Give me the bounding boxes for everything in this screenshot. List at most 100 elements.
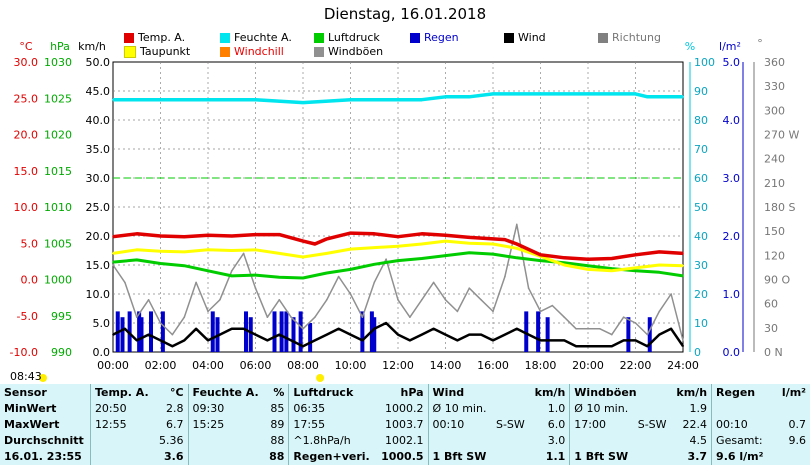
tick-label-time: 12:00 <box>382 359 414 372</box>
data-point <box>587 345 589 348</box>
data-point <box>504 275 506 278</box>
legend-swatch <box>504 32 514 43</box>
stats-header: Sensor <box>4 385 47 399</box>
data-point <box>278 252 281 255</box>
stats-header: % <box>273 385 285 399</box>
tick-label-temp: 5.0 <box>21 237 39 250</box>
data-point <box>444 240 447 242</box>
legend-swatch <box>220 46 230 57</box>
tick-label-temp: 25.0 <box>14 92 39 105</box>
data-point <box>112 264 114 266</box>
axis-label-direction: ° <box>757 37 763 50</box>
stats-cell <box>569 432 634 449</box>
data-point <box>682 339 684 342</box>
stats-cell: 1.1 <box>545 450 566 464</box>
tick-label-rain: 5.0 <box>723 56 741 69</box>
data-point <box>456 339 459 342</box>
data-point <box>658 310 661 313</box>
data-point <box>314 243 316 245</box>
tick-label-humidity: 60 <box>694 172 708 185</box>
rain-bar <box>536 311 541 352</box>
stats-cell: Gesamt: <box>711 432 769 449</box>
data-point <box>610 270 613 272</box>
legend-swatch <box>598 32 608 43</box>
current-time-label: 08:43 <box>10 370 42 383</box>
legend-swatch <box>220 32 230 43</box>
data-point <box>492 310 494 313</box>
data-point <box>682 264 684 267</box>
data-point <box>634 270 637 272</box>
stats-cell: 1.0 <box>547 401 566 415</box>
weather-chart: °C -10.0 -5.0 0.0 5.0 10.0 15.0 20.0 25.0 30.0 hPa… <box>10 37 799 382</box>
data-point <box>159 339 162 342</box>
data-point <box>385 322 387 324</box>
data-point <box>325 299 328 301</box>
tick-label-wind: 25.0 <box>86 201 111 214</box>
data-point <box>325 252 328 255</box>
tick-label-temp: -5.0 <box>17 310 38 323</box>
stats-row: Durchschnitt 5.36 88 ^1.8hPa/h 1002.1 3.… <box>0 432 810 449</box>
axis-label-wind: km/h <box>78 40 106 53</box>
data-point <box>112 235 114 238</box>
stats-header: hPa <box>400 385 424 399</box>
stats-cell <box>634 433 672 449</box>
legend-label: Wind <box>518 31 546 44</box>
data-point <box>646 96 649 98</box>
stats-cell: 00:10 <box>711 416 769 433</box>
stats-cell <box>187 448 265 465</box>
data-point <box>230 270 233 272</box>
stats-cell: MinWert <box>4 401 57 415</box>
data-point <box>658 271 661 274</box>
data-point <box>278 276 281 279</box>
data-point <box>563 339 566 342</box>
tick-label-direction: 180 S <box>764 201 795 214</box>
stats-cell: Ø 10 min. <box>427 400 492 417</box>
data-point <box>646 345 649 348</box>
rain-bar <box>137 311 142 352</box>
tick-label-pressure: 1010 <box>44 201 72 214</box>
rain-bar <box>244 311 248 352</box>
stats-cell <box>187 432 265 449</box>
tick-label-direction: 90 O <box>764 274 790 287</box>
data-point <box>492 339 494 342</box>
data-point <box>290 316 292 319</box>
data-point <box>599 328 601 330</box>
stats-cell: 15:25 <box>187 416 265 433</box>
rain-bar <box>372 317 377 352</box>
data-point <box>124 328 126 330</box>
tick-label-pressure: 1000 <box>44 274 72 287</box>
data-point <box>539 93 542 95</box>
stats-header: Regen <box>711 384 777 401</box>
data-point <box>682 252 684 255</box>
stats-cell: 1.9 <box>689 401 708 415</box>
tick-label-temp: 0.0 <box>21 274 39 287</box>
data-point <box>207 234 209 237</box>
data-point <box>124 281 126 284</box>
tick-label-time: 10:00 <box>335 359 367 372</box>
data-point <box>219 333 221 336</box>
data-point <box>658 264 661 266</box>
tick-label-wind: 15.0 <box>86 259 111 272</box>
data-point <box>670 328 672 330</box>
data-point <box>492 93 494 95</box>
data-point <box>468 96 471 98</box>
data-point <box>420 299 423 301</box>
rain-bar <box>647 317 652 352</box>
data-point <box>361 316 364 319</box>
legend-label: Richtung <box>612 31 661 44</box>
tick-label-time: 14:00 <box>430 359 462 372</box>
data-point <box>337 328 340 330</box>
data-point <box>444 299 447 301</box>
data-point <box>610 345 613 348</box>
tick-label-time: 20:00 <box>572 359 604 372</box>
data-point <box>254 98 257 101</box>
tick-label-humidity: 0 <box>694 346 701 359</box>
chart-title: Dienstag, 16.01.2018 <box>323 5 487 23</box>
data-point <box>207 339 209 342</box>
tick-label-pressure: 995 <box>51 310 72 323</box>
data-point <box>135 233 138 235</box>
legend-swatch <box>124 32 134 43</box>
tick-label-humidity: 30 <box>694 259 708 272</box>
rain-bar <box>149 311 153 352</box>
data-point <box>444 96 447 98</box>
